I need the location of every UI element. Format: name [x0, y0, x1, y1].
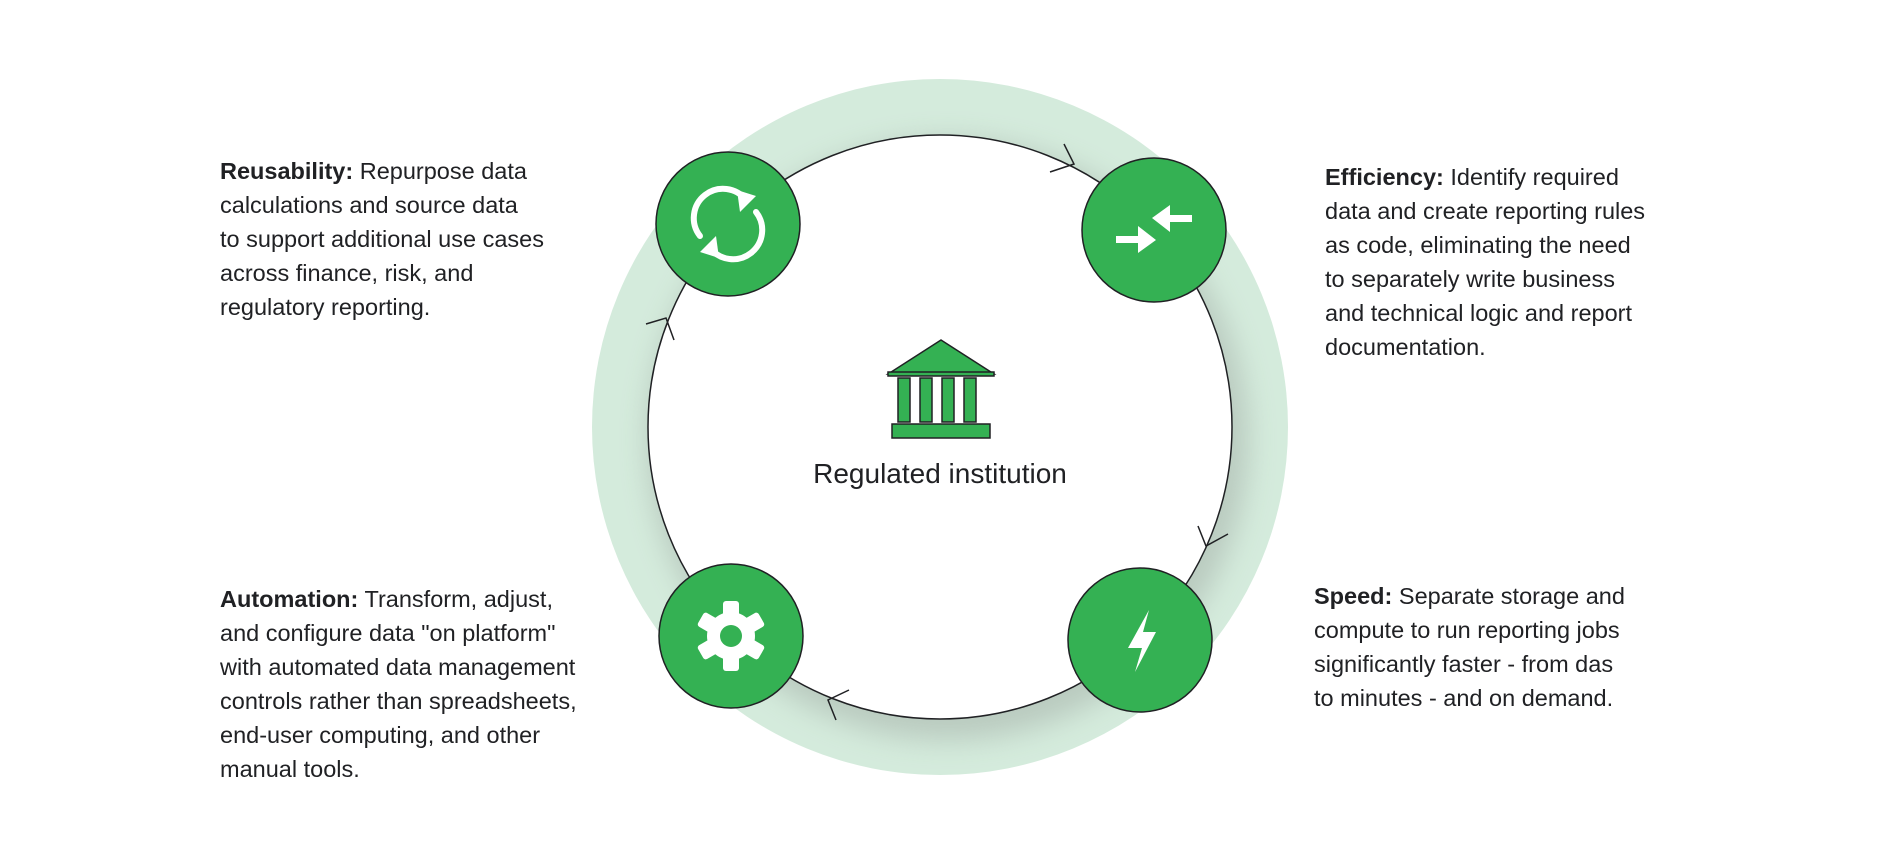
lightning-bolt-icon: [1128, 610, 1156, 672]
reusability-line: to support additional use cases: [220, 226, 544, 252]
reusability-line: across finance, risk, and: [220, 260, 474, 286]
speed-text: Speed: Separate storage and compute to r…: [1314, 579, 1694, 715]
automation-line: with automated data management: [220, 654, 576, 680]
efficiency-line: data and create reporting rules: [1325, 198, 1646, 224]
arrowhead-right: [1197, 525, 1229, 548]
compress-arrows-icon: [1116, 205, 1192, 253]
speed-line: significantly faster - from das: [1314, 651, 1614, 677]
cycle-line: [647, 134, 1233, 720]
automation-line: manual tools.: [220, 756, 360, 782]
reusability-line: Repurpose data: [353, 158, 527, 184]
reusability-line: regulatory reporting.: [220, 294, 431, 320]
automation-node: [658, 563, 804, 709]
efficiency-line: and technical logic and report: [1325, 300, 1633, 326]
efficiency-text: Efficiency: Identify required data and c…: [1325, 160, 1705, 364]
automation-line: and configure data "on platform": [220, 620, 556, 646]
arrowhead-top-right: [1049, 143, 1076, 173]
reusability-line: calculations and source data: [220, 192, 518, 218]
speed-line: Separate storage and: [1392, 583, 1625, 609]
sync-icon: [690, 185, 766, 263]
reusability-node: [655, 151, 801, 297]
efficiency-line: Identify required: [1443, 164, 1619, 190]
bank-icon: [885, 339, 997, 439]
arrowhead-left: [645, 317, 675, 341]
efficiency-line: as code, eliminating the need: [1325, 232, 1631, 258]
reusability-label: Reusability:: [220, 158, 354, 184]
automation-line: Transform, adjust,: [358, 586, 553, 612]
efficiency-line: documentation.: [1325, 334, 1486, 360]
speed-label: Speed:: [1314, 583, 1393, 609]
automation-line: end-user computing, and other: [220, 722, 541, 748]
automation-label: Automation:: [220, 586, 359, 612]
efficiency-line: to separately write business: [1325, 266, 1615, 292]
speed-line: to minutes - and on demand.: [1314, 685, 1614, 711]
speed-line: compute to run reporting jobs: [1314, 617, 1620, 643]
speed-node: [1067, 567, 1213, 713]
reusability-text: Reusability: Repurpose data calculations…: [220, 154, 580, 324]
gear-icon: [697, 601, 765, 671]
center-label: Regulated institution: [813, 458, 1067, 489]
arrowhead-bottom: [827, 689, 850, 721]
automation-line: controls rather than spreadsheets,: [220, 688, 577, 714]
automation-text: Automation: Transform, adjust, and confi…: [220, 582, 620, 786]
efficiency-label: Efficiency:: [1325, 164, 1444, 190]
efficiency-node: [1081, 157, 1227, 303]
